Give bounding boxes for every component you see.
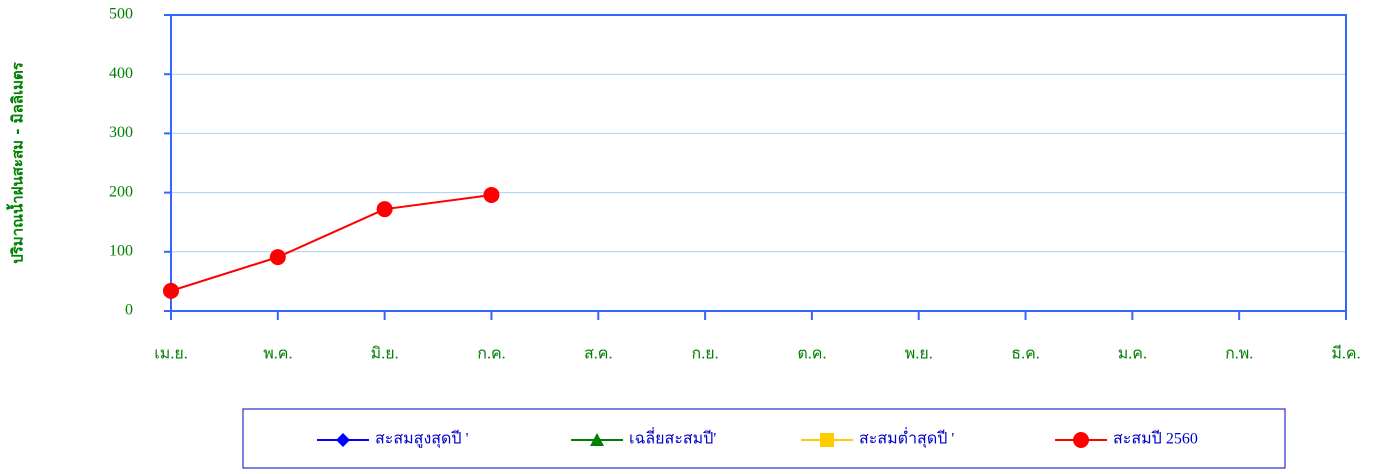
- x-tick-label: ก.ค.: [477, 346, 505, 363]
- x-tick-label: เม.ย.: [154, 346, 187, 363]
- x-tick-label: ม.ค.: [1118, 346, 1147, 363]
- legend-marker: [336, 433, 350, 447]
- point: [163, 282, 179, 299]
- point: [269, 249, 286, 266]
- legend-marker: [590, 433, 604, 446]
- y-tick-label: 200: [109, 183, 133, 200]
- legend-marker: [820, 433, 834, 447]
- x-tick-label: พ.ค.: [263, 346, 292, 363]
- x-tick-label: ต.ค.: [797, 346, 826, 363]
- point: [376, 201, 393, 218]
- x-tick-label: พ.ย.: [905, 346, 933, 363]
- series-line: [170, 193, 492, 292]
- x-tick-label: ธ.ค.: [1011, 346, 1039, 363]
- point: [483, 186, 500, 203]
- y-axis-label: ปริมาณน้ำฝนสะสม - มิลลิเมตร: [6, 61, 27, 263]
- y-tick-label: 400: [109, 65, 133, 82]
- y-tick-label: 500: [109, 6, 133, 23]
- legend-label: สะสมสูงสุดปี ': [375, 430, 469, 449]
- x-tick-label: มิ.ย.: [371, 346, 399, 363]
- legend-label: เฉลี่ยสะสมปี': [629, 427, 716, 448]
- x-tick-label: มี.ค.: [1331, 345, 1360, 363]
- y-tick-label: 100: [109, 242, 133, 259]
- legend-box: [242, 408, 1286, 469]
- x-tick-label: ส.ค.: [584, 346, 612, 363]
- legend-label: สะสมปี 2560: [1113, 430, 1198, 448]
- legend-label: สะสมต่ำสุดปี ': [859, 427, 954, 449]
- y-tick-label: 0: [125, 302, 133, 319]
- legend-marker: [1073, 432, 1089, 448]
- x-tick-label: ก.ย.: [692, 346, 719, 363]
- y-tick-label: 300: [109, 124, 133, 141]
- plot-border: [170, 14, 1347, 312]
- x-tick-label: ก.พ.: [1225, 346, 1253, 363]
